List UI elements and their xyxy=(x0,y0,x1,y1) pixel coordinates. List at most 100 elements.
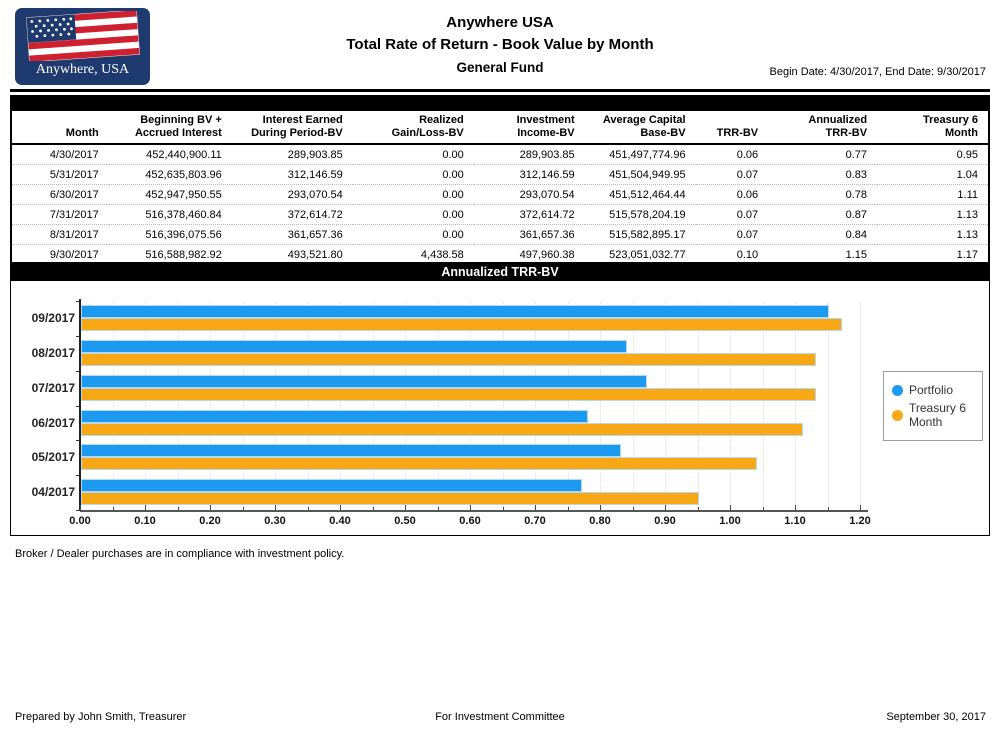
table-cell: 1.04 xyxy=(956,169,978,181)
x-axis-label: 0.50 xyxy=(394,515,416,527)
x-axis-label: 0.60 xyxy=(459,515,481,527)
chart-gridline xyxy=(632,301,634,510)
table-cell: 0.87 xyxy=(845,209,868,221)
chart-gridline xyxy=(730,301,731,510)
table-cell: 1.11 xyxy=(957,189,978,201)
chart-gridline xyxy=(860,301,861,510)
x-axis-label: 0.00 xyxy=(69,515,91,527)
x-axis-label: 0.40 xyxy=(329,515,351,527)
table-cell: 0.06 xyxy=(736,189,759,201)
chart-gridline xyxy=(567,301,569,510)
table-top-bar xyxy=(12,97,988,111)
table-cell: 452,635,803.96 xyxy=(145,169,222,181)
y-axis-label: 06/2017 xyxy=(31,415,75,430)
bar-portfolio xyxy=(81,374,647,388)
table-cell: 0.00 xyxy=(442,229,464,241)
table-cell: 0.78 xyxy=(845,189,868,201)
y-axis-label: 08/2017 xyxy=(31,345,75,360)
column-header: Treasury 6 Month xyxy=(922,114,978,139)
table-cell: 0.10 xyxy=(736,249,759,261)
table-cell: 0.00 xyxy=(442,209,464,221)
compliance-note: Broker / Dealer purchases are in complia… xyxy=(15,548,345,560)
x-axis-tick xyxy=(795,505,796,510)
table-cell: 372,614.72 xyxy=(519,209,575,221)
legend-item-treasury: Treasury 6 Month xyxy=(890,401,976,429)
header-divider xyxy=(10,89,990,92)
y-axis-tick xyxy=(76,405,80,407)
table-cell: 516,378,460.84 xyxy=(145,209,222,221)
y-axis-tick xyxy=(76,440,80,442)
x-axis-tick xyxy=(275,505,276,510)
chart-gridline xyxy=(275,301,276,510)
table-cell: 4/30/2017 xyxy=(49,149,99,161)
x-axis-minor-tick xyxy=(242,507,244,510)
table-row: 9/30/2017 516,588,982.92 493,521.80 4,438.5… xyxy=(12,244,988,265)
column-header: Month xyxy=(65,127,99,139)
table-cell: 451,497,774.96 xyxy=(609,149,686,161)
column-header: TRR-BV xyxy=(716,127,759,139)
table-cell: 516,588,982.92 xyxy=(145,249,222,261)
table-cell: 372,614.72 xyxy=(287,209,343,221)
legend-item-portfolio: Portfolio xyxy=(890,383,976,397)
column-header: Interest Earned During Period-BV xyxy=(251,114,343,139)
chart-gridline xyxy=(502,301,504,510)
x-axis-tick xyxy=(470,505,471,510)
city-logo: Anywhere, USA xyxy=(15,8,150,85)
column-header: Annualized TRR-BV xyxy=(808,114,868,139)
table-cell: 452,440,900.11 xyxy=(146,149,222,161)
y-axis-label: 05/2017 xyxy=(31,450,75,465)
table-cell: 7/31/2017 xyxy=(49,209,99,221)
y-axis-tick xyxy=(76,301,80,302)
table-row: 7/31/2017 516,378,460.84 372,614.72 0.00 372… xyxy=(12,204,988,225)
x-axis-tick xyxy=(210,505,211,510)
trr-table: Month Beginning BV + Accrued Interest In… xyxy=(10,95,990,266)
chart-gridline xyxy=(795,301,796,510)
table-row: 6/30/2017 452,947,950.55 293,070.54 0.00 293… xyxy=(12,184,988,205)
table-cell: 289,903.85 xyxy=(519,149,575,161)
column-header: Beginning BV + Accrued Interest xyxy=(134,114,222,139)
x-axis-label: 0.20 xyxy=(199,515,221,527)
table-cell: 5/31/2017 xyxy=(49,169,99,181)
x-axis-tick xyxy=(860,505,861,510)
x-axis-minor-tick xyxy=(437,507,439,510)
table-cell: 515,578,204.19 xyxy=(609,209,686,221)
x-axis-minor-tick xyxy=(307,507,309,510)
annualized-trr-chart: Annualized TRR-BV Portfolio Treasury 6 M… xyxy=(10,262,990,536)
x-axis-tick xyxy=(340,505,341,510)
chart-gridline xyxy=(535,301,536,510)
table-cell: 293,070.54 xyxy=(287,189,343,201)
x-axis-minor-tick xyxy=(372,507,374,510)
bar-portfolio xyxy=(81,305,829,318)
x-axis-minor-tick xyxy=(112,507,114,510)
x-axis-tick xyxy=(535,505,536,510)
table-cell: 451,504,949.95 xyxy=(609,169,686,181)
table-cell: 0.95 xyxy=(956,149,978,161)
chart-gridline xyxy=(242,301,244,510)
table-row: 4/30/2017 452,440,900.11 289,903.85 0.00 289… xyxy=(12,144,988,165)
table-cell: 523,051,032.77 xyxy=(609,249,686,261)
x-axis-minor-tick xyxy=(502,507,504,510)
chart-plot-area: Portfolio Treasury 6 Month 09/2017 08/201… xyxy=(11,281,989,534)
chart-gridline xyxy=(437,301,439,510)
y-axis-tick xyxy=(76,335,80,337)
chart-gridline xyxy=(665,301,666,510)
x-axis-minor-tick xyxy=(177,507,179,510)
chart-gridline xyxy=(762,301,764,510)
x-axis-minor-tick xyxy=(762,507,764,510)
chart-gridline xyxy=(470,301,471,510)
bar-portfolio xyxy=(81,409,588,423)
column-header: Average Capital Base-BV xyxy=(602,114,686,139)
table-row: 5/31/2017 452,635,803.96 312,146.59 0.00 312… xyxy=(12,164,988,185)
table-cell: 451,512,464.44 xyxy=(609,189,686,201)
chart-gridline xyxy=(177,301,179,510)
chart-gridline xyxy=(405,301,406,510)
chart-gridline xyxy=(600,301,601,510)
table-cell: 312,146.59 xyxy=(287,169,343,181)
x-axis-minor-tick xyxy=(632,507,634,510)
table-cell: 0.07 xyxy=(736,229,759,241)
bar-treasury xyxy=(81,387,816,401)
chart-gridline xyxy=(307,301,309,510)
table-row: 8/31/2017 516,396,075.56 361,657.36 0.00 361… xyxy=(12,224,988,245)
page-subtitle: Total Rate of Return - Book Value by Mon… xyxy=(346,36,654,53)
